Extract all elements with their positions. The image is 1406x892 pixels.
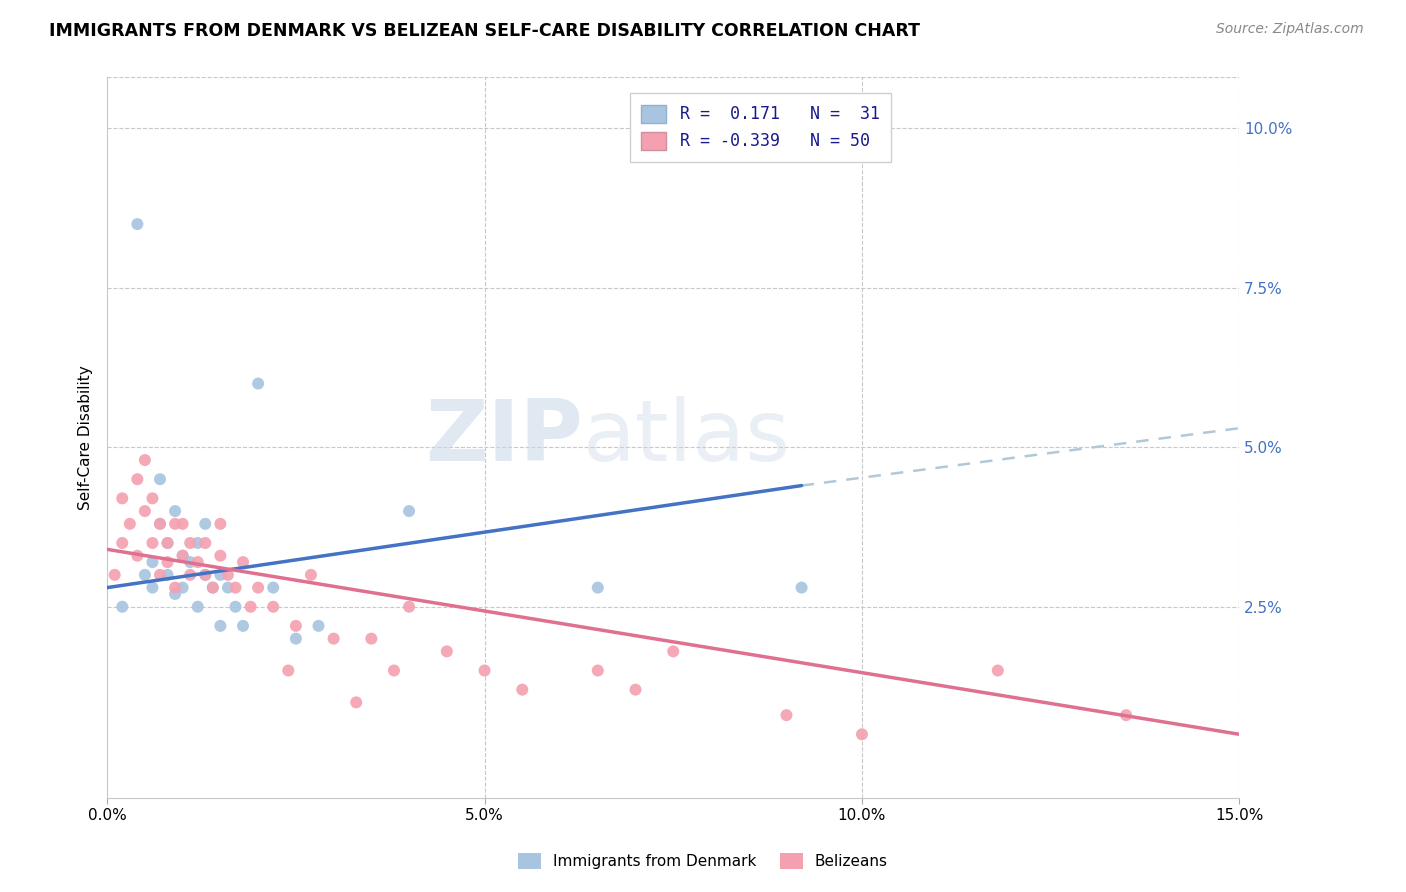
Point [172, 549, 194, 563]
Point [172, 581, 194, 595]
Point [194, 536, 217, 550]
Point [134, 567, 156, 582]
Point [149, 472, 172, 486]
Point [134, 453, 156, 467]
Point [360, 632, 382, 646]
Point [141, 536, 163, 550]
Point [127, 472, 149, 486]
Text: Source: ZipAtlas.com: Source: ZipAtlas.com [1216, 22, 1364, 37]
Point [987, 664, 1010, 678]
Point [165, 504, 187, 518]
Point [436, 644, 458, 658]
Point [156, 536, 179, 550]
Point [172, 516, 194, 531]
Point [187, 536, 209, 550]
Point [277, 664, 299, 678]
Point [156, 536, 179, 550]
Point [118, 516, 141, 531]
Point [217, 581, 239, 595]
Point [165, 581, 187, 595]
Point [217, 567, 239, 582]
Point [586, 581, 609, 595]
Point [299, 567, 322, 582]
Point [127, 217, 149, 231]
Point [165, 587, 187, 601]
Point [194, 516, 217, 531]
Point [134, 504, 156, 518]
Point [851, 727, 873, 741]
Point [790, 581, 813, 595]
Point [284, 619, 307, 633]
Point [382, 664, 405, 678]
Point [262, 599, 284, 614]
Point [187, 599, 209, 614]
Point [111, 599, 134, 614]
Point [247, 581, 270, 595]
Point [474, 664, 496, 678]
Point [172, 549, 194, 563]
Point [156, 567, 179, 582]
Point [775, 708, 797, 723]
Point [662, 644, 685, 658]
Point [209, 567, 232, 582]
Point [224, 581, 246, 595]
Point [165, 516, 187, 531]
Point [111, 536, 134, 550]
Point [187, 555, 209, 569]
Point [149, 567, 172, 582]
Point [201, 581, 224, 595]
Point [127, 549, 149, 563]
Point [239, 599, 262, 614]
Point [262, 581, 284, 595]
Point [179, 567, 201, 582]
Point [179, 536, 201, 550]
Text: ZIP: ZIP [425, 396, 582, 479]
Point [209, 516, 232, 531]
Point [224, 599, 246, 614]
Point [344, 695, 367, 709]
Legend: Immigrants from Denmark, Belizeans: Immigrants from Denmark, Belizeans [512, 847, 894, 875]
Point [179, 555, 201, 569]
Text: IMMIGRANTS FROM DENMARK VS BELIZEAN SELF-CARE DISABILITY CORRELATION CHART: IMMIGRANTS FROM DENMARK VS BELIZEAN SELF… [49, 22, 920, 40]
Point [141, 491, 163, 506]
Point [201, 581, 224, 595]
Point [284, 632, 307, 646]
Legend: R =  0.171   N =  31, R = -0.339   N = 50: R = 0.171 N = 31, R = -0.339 N = 50 [630, 93, 891, 162]
Point [398, 599, 420, 614]
Point [141, 555, 163, 569]
Point [232, 555, 254, 569]
Point [149, 516, 172, 531]
Text: atlas: atlas [582, 396, 790, 479]
Point [586, 664, 609, 678]
Point [322, 632, 344, 646]
Point [194, 567, 217, 582]
Point [308, 619, 330, 633]
Point [149, 516, 172, 531]
Point [209, 619, 232, 633]
Point [194, 567, 217, 582]
Point [104, 567, 127, 582]
Point [510, 682, 533, 697]
Point [398, 504, 420, 518]
Point [111, 491, 134, 506]
Y-axis label: Self-Care Disability: Self-Care Disability [79, 366, 93, 510]
Point [232, 619, 254, 633]
Point [209, 549, 232, 563]
Point [1115, 708, 1137, 723]
Point [247, 376, 270, 391]
Point [156, 555, 179, 569]
Point [141, 581, 163, 595]
Point [624, 682, 647, 697]
